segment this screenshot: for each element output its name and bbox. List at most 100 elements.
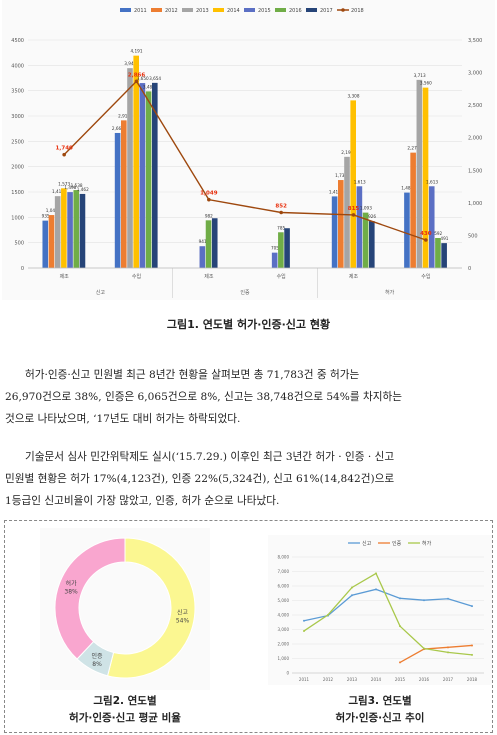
series-line-2018	[63, 80, 427, 241]
bar-신고-제조-2014	[61, 188, 67, 268]
bar-label: 592	[434, 231, 442, 236]
bar-신고-수입-2012	[121, 120, 127, 268]
y-tick-label: 8,000	[278, 555, 290, 560]
line-label-2018: 430	[420, 231, 432, 237]
bar-인증-수입-2016	[278, 232, 284, 268]
series-point-허가	[351, 586, 353, 589]
bar-label: 2,914	[118, 113, 130, 118]
bar-label: 1,488	[401, 186, 413, 191]
left-tick-label: 3000	[11, 114, 24, 120]
series-point-신고	[447, 597, 449, 600]
group-label: 신고	[96, 289, 106, 296]
subgroup-label: 제조	[204, 273, 214, 280]
bar-신고-수입-2013	[127, 68, 133, 268]
series-line-허가	[303, 572, 473, 656]
bar-label: 785	[277, 225, 285, 230]
bar-label: 4,191	[131, 49, 143, 54]
left-tick-label: 1000	[11, 215, 24, 221]
figure1-caption: 그림1. 연도별 허가·인증·신고 현황	[166, 318, 331, 331]
bar-label: 3,560	[420, 81, 432, 86]
donut-slice-허가	[54, 537, 126, 660]
figure3-caption-line-1: 그림3. 연도별	[348, 695, 412, 707]
bar-허가-수입-2016	[435, 238, 441, 268]
bar-허가-수입-2015	[428, 186, 435, 268]
bar-label: 1,413	[329, 189, 341, 194]
x-tick-label: 2013	[347, 677, 358, 682]
bar-label: 1,418	[52, 189, 64, 194]
line-point-2018	[62, 152, 66, 157]
series-point-허가	[375, 572, 377, 575]
bar-신고-제조-2013	[54, 196, 61, 268]
bar-label: 1,498	[64, 185, 76, 190]
bar-label: 3,650	[137, 76, 149, 81]
bar-허가-제조-2013	[344, 156, 350, 268]
bar-신고-제조-2016	[73, 190, 80, 268]
bar-인증-제조-2015	[199, 246, 206, 268]
legend-label-2014: 2014	[227, 8, 240, 14]
bar-신고-수입-2014	[133, 55, 139, 268]
left-tick-label: 3500	[11, 89, 24, 95]
bar-인증-제조-2017	[211, 218, 218, 268]
bar-label: 982	[205, 213, 213, 218]
bar-label: 941	[199, 239, 207, 244]
donut-label-신고: 신고	[177, 608, 189, 616]
bar-label: 3,486	[143, 84, 155, 89]
bar-label: 1,613	[426, 179, 438, 184]
bar-허가-제조-2014	[350, 100, 356, 268]
bar-신고-제조-2012	[48, 215, 55, 268]
series-point-신고	[303, 619, 305, 622]
bar-허가-수입-2014	[422, 87, 429, 268]
legend-label-2017: 2017	[320, 8, 333, 14]
line-point-2018	[424, 238, 428, 242]
x-tick-label: 2015	[395, 677, 406, 682]
figure2-caption: 그림2. 연도별 허가·인증·신고 평균 비율	[30, 693, 220, 727]
legend-label-2018: 2018	[351, 8, 364, 14]
right-tick-label: 1,000	[468, 201, 482, 207]
paragraph-1: 허가·인증·신고 민원별 최근 8년간 현황을 살펴보면 총 71,783건 중…	[5, 364, 493, 430]
line-label-2018: 2,866	[128, 72, 146, 78]
left-tick-label: 4500	[11, 38, 24, 44]
bar-신고-수입-2016	[145, 91, 152, 268]
series-point-신고	[399, 597, 401, 600]
y-tick-label: 3,000	[278, 627, 290, 632]
x-tick-label: 2017	[443, 677, 454, 682]
bar-허가-제조-2012	[338, 180, 344, 268]
legend-label-허가: 허가	[422, 540, 432, 547]
y-tick-label: 4,000	[278, 613, 290, 618]
paragraph-2-line-3: 1등급인 신고비율이 가장 많았고, 인증, 허가 순으로 나타났다.	[5, 495, 280, 507]
line-point-2018	[207, 197, 211, 202]
bar-label: 3,308	[348, 93, 360, 98]
y-tick-label: 5,000	[278, 598, 290, 603]
series-point-인증	[399, 661, 401, 664]
donut-pct-신고: 54%	[176, 617, 190, 624]
bar-허가-수입-2012	[410, 152, 416, 268]
bar-label: 1,045	[46, 208, 58, 213]
x-tick-label: 2011	[299, 677, 310, 682]
figure3-caption: 그림3. 연도별 허가·인증·신고 추이	[280, 693, 480, 727]
paragraph-2: 기술문서 심사 민간위탁제도 실시(‘15.7.29.) 이후인 최근 3년간 …	[5, 446, 493, 512]
legend-label-2016: 2016	[289, 8, 302, 14]
group-label: 인증	[240, 289, 250, 296]
bar-label: 705	[271, 246, 279, 251]
bar-label: 2,194	[341, 150, 353, 155]
series-point-신고	[471, 605, 473, 608]
legend-swatch-2012	[151, 8, 162, 12]
bar-허가-제조-2011	[331, 196, 338, 268]
bar-신고-제조-2017	[79, 193, 86, 268]
bar-인증-수입-2015	[271, 252, 278, 268]
bar-신고-수입-2011	[114, 132, 121, 268]
line-point-2018	[279, 210, 283, 215]
y-tick-label: 1,000	[278, 656, 290, 661]
bar-허가-수입-2017	[441, 243, 447, 268]
left-tick-label: 4000	[11, 63, 24, 69]
left-tick-label: 2000	[11, 165, 24, 171]
series-line-인증	[399, 644, 473, 663]
legend-swatch-2014	[213, 8, 224, 12]
legend-label-2013: 2013	[196, 8, 209, 14]
right-tick-label: 1,500	[468, 168, 482, 174]
group-label: 허가	[385, 289, 395, 296]
legend-label-2012: 2012	[165, 8, 178, 14]
bar-label: 935	[42, 214, 50, 219]
left-tick-label: 1500	[11, 190, 24, 196]
